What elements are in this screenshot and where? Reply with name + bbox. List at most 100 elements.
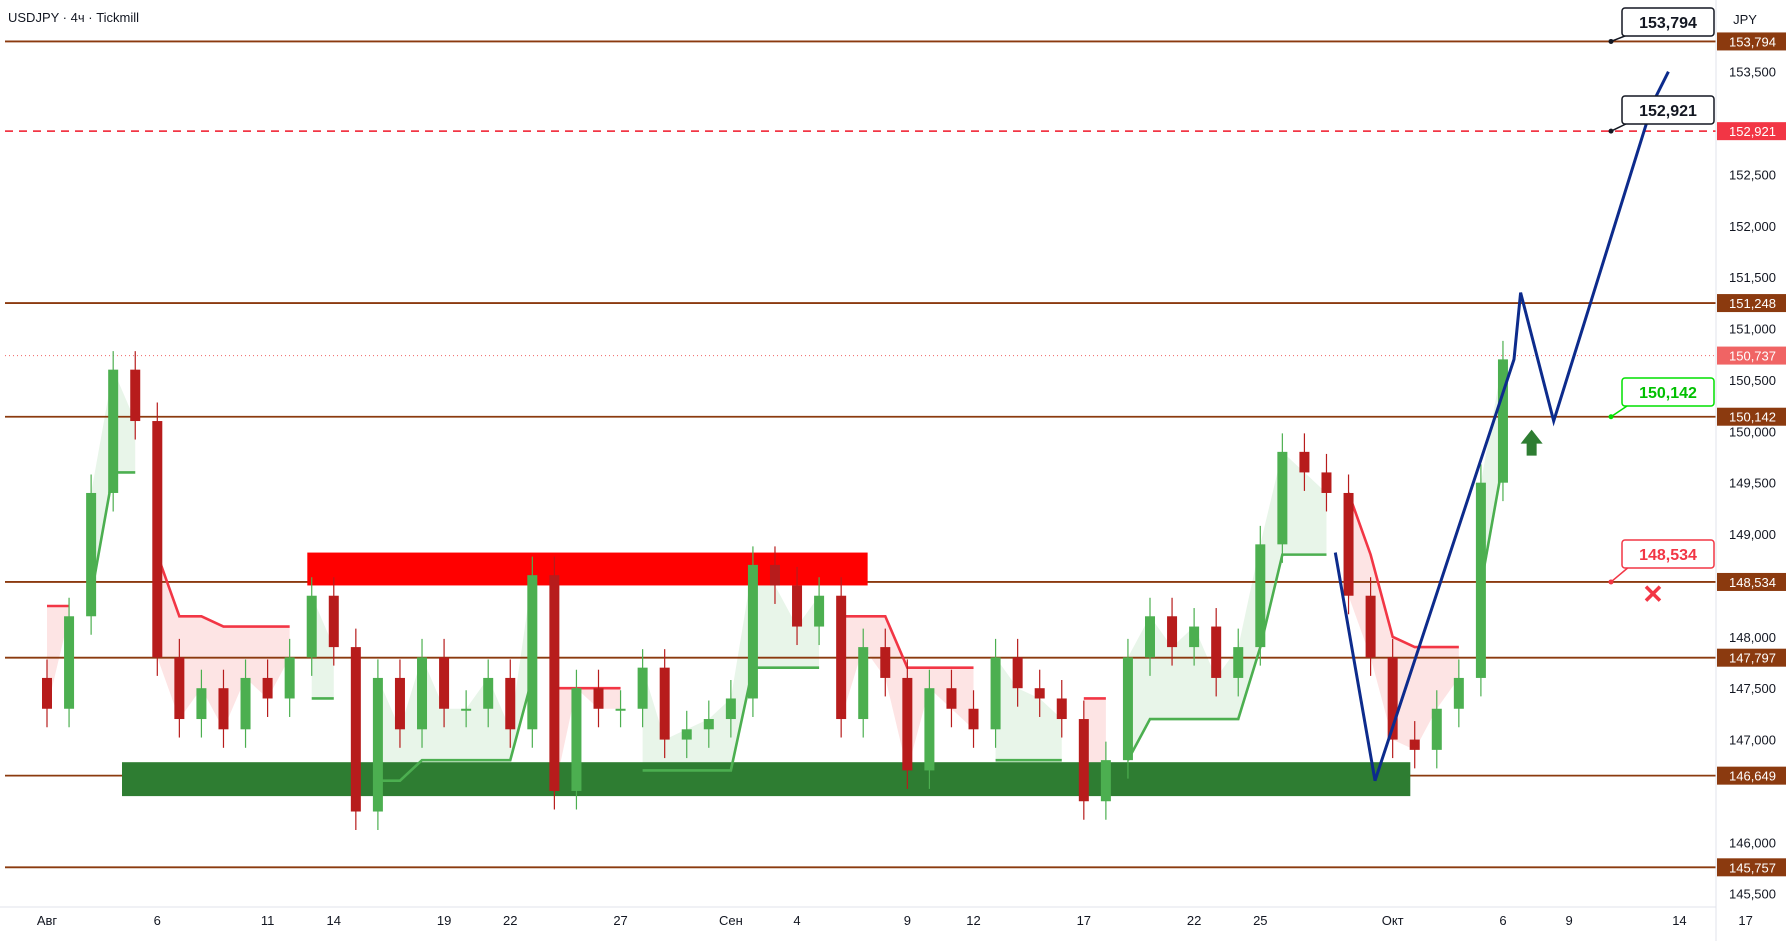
- callout-label: 150,142: [1639, 385, 1697, 402]
- candle-body: [902, 677, 913, 771]
- level-price-badge: [1717, 858, 1786, 877]
- trail-line: [642, 666, 820, 772]
- candle: [1078, 700, 1089, 820]
- candle: [417, 638, 428, 748]
- candle: [328, 577, 339, 666]
- candle-body: [328, 595, 339, 648]
- candle-body: [1167, 616, 1178, 648]
- candle-body: [593, 688, 604, 709]
- level-price-label: 145,757: [1729, 860, 1776, 875]
- candle: [483, 659, 494, 728]
- candle-body: [1299, 451, 1310, 473]
- trail-fill: [642, 564, 820, 771]
- candle: [836, 577, 847, 738]
- candle-body: [1255, 544, 1266, 648]
- candle-body: [659, 667, 670, 740]
- level-price-label: 153,794: [1729, 34, 1776, 49]
- trail-fill: [554, 688, 621, 791]
- candle: [1497, 340, 1508, 502]
- candle-body: [394, 677, 405, 730]
- candle-body: [725, 698, 736, 720]
- time-tick-label: 12: [966, 913, 980, 928]
- cross-icon: [1644, 585, 1662, 602]
- candle-body: [306, 595, 317, 658]
- candle: [990, 638, 1001, 748]
- candle-body: [527, 575, 538, 730]
- candle: [1012, 638, 1023, 707]
- price-axis-panel: [1716, 0, 1788, 941]
- candle-body: [1211, 626, 1222, 678]
- candle: [1343, 474, 1354, 615]
- candle-body: [439, 657, 450, 709]
- time-tick-label: 9: [1566, 913, 1573, 928]
- level-price-badge: [1717, 407, 1786, 426]
- candle: [1034, 669, 1045, 717]
- candle-body: [703, 719, 714, 730]
- candle: [1167, 597, 1178, 666]
- candle-body: [64, 616, 75, 709]
- candle-body: [615, 708, 626, 711]
- price-tick-label: 146,000: [1729, 835, 1776, 850]
- level-price-badge: [1717, 766, 1786, 785]
- level-price-label: 146,649: [1729, 769, 1776, 784]
- callout: 150,142: [1608, 377, 1715, 420]
- candle: [968, 690, 979, 748]
- candle: [703, 700, 714, 748]
- time-tick-label: 4: [793, 913, 800, 928]
- candle: [505, 659, 516, 748]
- candle: [1321, 453, 1332, 512]
- candle: [1475, 464, 1486, 697]
- candle: [792, 566, 803, 646]
- resistance-zone: [307, 552, 868, 586]
- time-tick-label: 11: [261, 913, 275, 928]
- price-tick-label: 152,000: [1729, 219, 1776, 234]
- time-tick-label: 14: [327, 913, 341, 928]
- price-tick-label: 151,500: [1729, 270, 1776, 285]
- candle: [372, 659, 383, 831]
- candle: [637, 649, 648, 728]
- callout-anchor: [1608, 579, 1614, 585]
- candle-body: [1012, 657, 1023, 689]
- trail-fill: [995, 657, 1062, 761]
- callout-anchor: [1608, 128, 1614, 134]
- candle: [1299, 433, 1310, 491]
- candle-body: [1034, 688, 1045, 699]
- trail-line: [1347, 492, 1459, 649]
- time-tick-label: 27: [613, 913, 627, 928]
- candle-body: [549, 575, 560, 791]
- candle: [64, 597, 75, 728]
- current-price-label: 150,737: [1729, 349, 1776, 364]
- level-price-label: 150,142: [1729, 410, 1776, 425]
- callout: 152,921: [1608, 95, 1715, 134]
- candle: [42, 659, 52, 728]
- candle: [814, 577, 825, 646]
- candle-body: [1343, 492, 1354, 596]
- candle: [1056, 679, 1067, 738]
- level-price-label: 148,534: [1729, 575, 1776, 590]
- candle: [858, 628, 869, 738]
- callout-anchor: [1608, 38, 1614, 44]
- candle-body: [681, 729, 692, 740]
- time-tick-label: 17: [1738, 913, 1752, 928]
- callout-box: [1621, 539, 1715, 569]
- trail-fill: [1348, 492, 1459, 750]
- candle: [924, 669, 935, 789]
- price-tick-label: 153,500: [1729, 65, 1776, 80]
- candle: [659, 649, 670, 759]
- candle: [152, 402, 163, 676]
- candle: [747, 546, 758, 717]
- candle-body: [858, 647, 869, 720]
- candle: [571, 669, 582, 810]
- candle: [1211, 608, 1222, 697]
- candle: [946, 669, 957, 728]
- candle-body: [1475, 482, 1486, 678]
- candle: [218, 669, 229, 748]
- candle: [1387, 638, 1398, 759]
- callout-label: 153,794: [1639, 15, 1697, 32]
- time-tick-label: 19: [437, 913, 451, 928]
- candle-body: [240, 677, 251, 730]
- candle-body: [1145, 616, 1155, 658]
- candle-body: [946, 688, 957, 709]
- candle-body: [372, 677, 383, 812]
